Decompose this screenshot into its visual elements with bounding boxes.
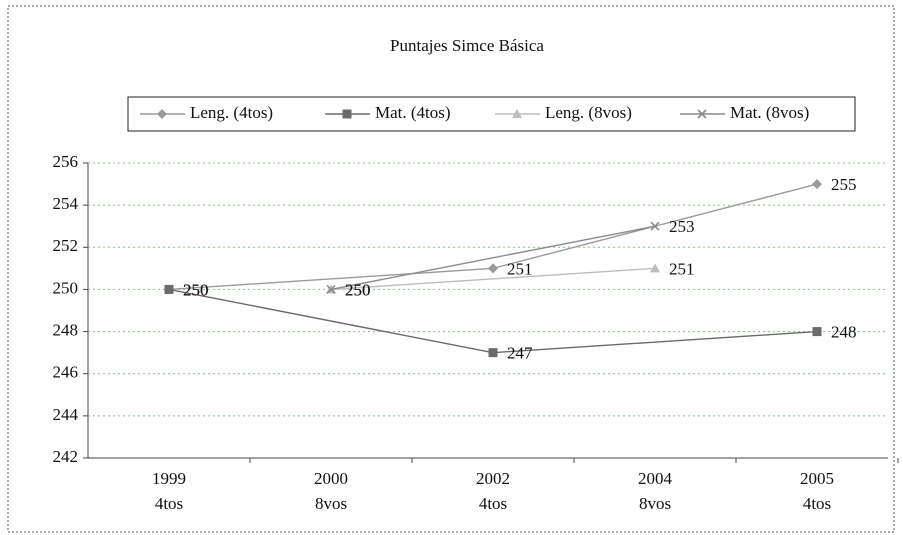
data-label: 251 xyxy=(507,259,533,278)
data-label: 247 xyxy=(507,344,533,363)
x-tick-label: 8vos xyxy=(315,494,347,513)
data-label: 253 xyxy=(669,217,695,236)
x-tick-label: 2000 xyxy=(314,469,348,488)
data-label: 250 xyxy=(183,280,209,299)
x-tick-label: 2002 xyxy=(476,469,510,488)
legend-label: Leng. (4tos) xyxy=(190,103,273,122)
legend-marker xyxy=(157,109,167,119)
marker xyxy=(164,284,174,294)
x-tick-label: 8vos xyxy=(639,494,671,513)
data-label: 250 xyxy=(183,280,209,299)
legend-marker xyxy=(697,109,707,119)
y-tick-label: 256 xyxy=(53,152,79,171)
x-tick-label: 1999 xyxy=(152,469,186,488)
y-tick-label: 254 xyxy=(53,194,79,213)
series-line xyxy=(168,288,818,354)
marker xyxy=(650,263,660,273)
y-tick-label: 242 xyxy=(53,447,79,466)
marker xyxy=(326,284,336,294)
legend-label: Leng. (8vos) xyxy=(545,103,632,122)
marker xyxy=(650,221,660,231)
legend-label: Mat. (8vos) xyxy=(730,103,809,122)
y-tick-label: 250 xyxy=(53,278,79,297)
x-tick-label: 2005 xyxy=(800,469,834,488)
chart-title: Puntajes Simce Básica xyxy=(390,36,544,55)
series-line xyxy=(330,267,656,291)
y-tick-label: 248 xyxy=(53,320,79,339)
marker xyxy=(488,348,498,358)
x-tick-label: 2004 xyxy=(638,469,673,488)
chart-border xyxy=(7,5,895,533)
data-label: 250 xyxy=(345,280,371,299)
marker xyxy=(812,327,822,337)
legend-label: Mat. (4tos) xyxy=(375,103,451,122)
legend-marker xyxy=(512,109,522,118)
data-label: 248 xyxy=(831,322,857,341)
legend-marker xyxy=(342,109,352,119)
series-line xyxy=(330,225,656,291)
y-tick-label: 244 xyxy=(53,405,79,424)
data-label: 251 xyxy=(669,259,695,278)
x-tick-label: 4tos xyxy=(479,494,507,513)
series-line xyxy=(168,183,818,291)
y-tick-label: 246 xyxy=(53,363,79,382)
x-tick-label: 4tos xyxy=(155,494,183,513)
legend-box xyxy=(127,96,856,132)
data-label: 255 xyxy=(831,175,857,194)
y-tick-label: 252 xyxy=(53,236,79,255)
x-tick-label: 4tos xyxy=(803,494,831,513)
marker xyxy=(812,179,822,190)
marker xyxy=(488,263,498,274)
